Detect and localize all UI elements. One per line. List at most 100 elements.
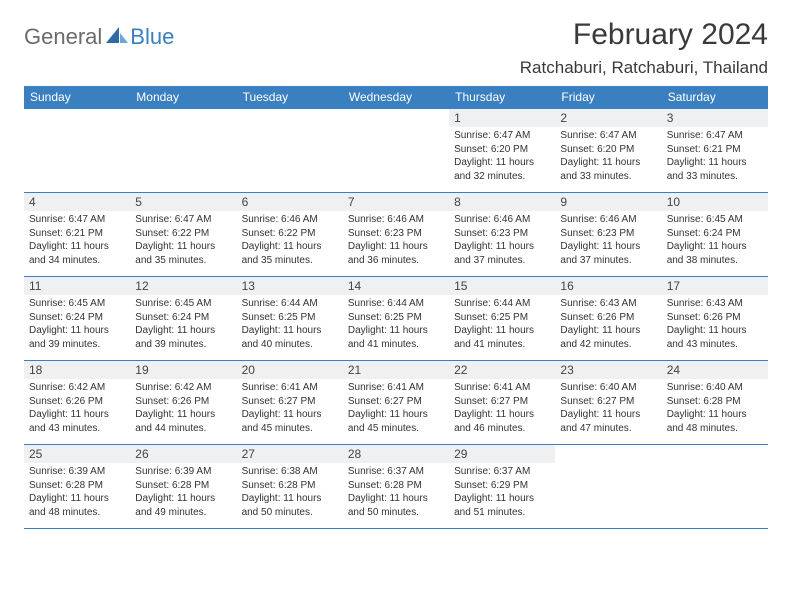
day-details: Sunrise: 6:43 AMSunset: 6:26 PMDaylight:… bbox=[555, 295, 661, 355]
calendar-cell: 9Sunrise: 6:46 AMSunset: 6:23 PMDaylight… bbox=[555, 193, 661, 277]
sunrise-text: Sunrise: 6:45 AM bbox=[667, 213, 763, 227]
sunset-text: Sunset: 6:29 PM bbox=[454, 479, 550, 493]
sunset-text: Sunset: 6:26 PM bbox=[560, 311, 656, 325]
calendar-body: 1Sunrise: 6:47 AMSunset: 6:20 PMDaylight… bbox=[24, 109, 768, 529]
day-details: Sunrise: 6:39 AMSunset: 6:28 PMDaylight:… bbox=[130, 463, 236, 523]
day-details: Sunrise: 6:46 AMSunset: 6:23 PMDaylight:… bbox=[449, 211, 555, 271]
daylight-text: Daylight: 11 hours and 43 minutes. bbox=[29, 408, 125, 435]
sunrise-text: Sunrise: 6:43 AM bbox=[560, 297, 656, 311]
day-details: Sunrise: 6:41 AMSunset: 6:27 PMDaylight:… bbox=[449, 379, 555, 439]
sunset-text: Sunset: 6:22 PM bbox=[135, 227, 231, 241]
day-details: Sunrise: 6:44 AMSunset: 6:25 PMDaylight:… bbox=[237, 295, 343, 355]
sunset-text: Sunset: 6:25 PM bbox=[454, 311, 550, 325]
daylight-text: Daylight: 11 hours and 49 minutes. bbox=[135, 492, 231, 519]
day-number: 2 bbox=[555, 109, 661, 127]
sunset-text: Sunset: 6:27 PM bbox=[560, 395, 656, 409]
sunset-text: Sunset: 6:20 PM bbox=[560, 143, 656, 157]
day-details: Sunrise: 6:40 AMSunset: 6:27 PMDaylight:… bbox=[555, 379, 661, 439]
day-details: Sunrise: 6:46 AMSunset: 6:23 PMDaylight:… bbox=[343, 211, 449, 271]
day-details: Sunrise: 6:41 AMSunset: 6:27 PMDaylight:… bbox=[237, 379, 343, 439]
sunrise-text: Sunrise: 6:46 AM bbox=[348, 213, 444, 227]
calendar-cell: 12Sunrise: 6:45 AMSunset: 6:24 PMDayligh… bbox=[130, 277, 236, 361]
daylight-text: Daylight: 11 hours and 33 minutes. bbox=[667, 156, 763, 183]
sunrise-text: Sunrise: 6:44 AM bbox=[242, 297, 338, 311]
calendar-cell: 17Sunrise: 6:43 AMSunset: 6:26 PMDayligh… bbox=[662, 277, 768, 361]
day-number: 24 bbox=[662, 361, 768, 379]
calendar-cell-empty bbox=[130, 109, 236, 193]
sunset-text: Sunset: 6:28 PM bbox=[667, 395, 763, 409]
weekday-header: Monday bbox=[130, 86, 236, 109]
day-number: 3 bbox=[662, 109, 768, 127]
sunset-text: Sunset: 6:23 PM bbox=[454, 227, 550, 241]
daylight-text: Daylight: 11 hours and 45 minutes. bbox=[348, 408, 444, 435]
daylight-text: Daylight: 11 hours and 44 minutes. bbox=[135, 408, 231, 435]
daylight-text: Daylight: 11 hours and 50 minutes. bbox=[348, 492, 444, 519]
location-text: Ratchaburi, Ratchaburi, Thailand bbox=[520, 58, 768, 78]
day-number: 18 bbox=[24, 361, 130, 379]
sunrise-text: Sunrise: 6:46 AM bbox=[560, 213, 656, 227]
sunrise-text: Sunrise: 6:47 AM bbox=[135, 213, 231, 227]
sunrise-text: Sunrise: 6:44 AM bbox=[454, 297, 550, 311]
daylight-text: Daylight: 11 hours and 42 minutes. bbox=[560, 324, 656, 351]
daylight-text: Daylight: 11 hours and 41 minutes. bbox=[454, 324, 550, 351]
sunrise-text: Sunrise: 6:45 AM bbox=[135, 297, 231, 311]
sunset-text: Sunset: 6:24 PM bbox=[29, 311, 125, 325]
daylight-text: Daylight: 11 hours and 32 minutes. bbox=[454, 156, 550, 183]
day-number: 8 bbox=[449, 193, 555, 211]
day-details: Sunrise: 6:47 AMSunset: 6:21 PMDaylight:… bbox=[662, 127, 768, 187]
daylight-text: Daylight: 11 hours and 50 minutes. bbox=[242, 492, 338, 519]
day-number: 21 bbox=[343, 361, 449, 379]
day-details: Sunrise: 6:42 AMSunset: 6:26 PMDaylight:… bbox=[24, 379, 130, 439]
day-number: 13 bbox=[237, 277, 343, 295]
day-details: Sunrise: 6:42 AMSunset: 6:26 PMDaylight:… bbox=[130, 379, 236, 439]
calendar-cell-empty bbox=[24, 109, 130, 193]
sunrise-text: Sunrise: 6:38 AM bbox=[242, 465, 338, 479]
day-details: Sunrise: 6:47 AMSunset: 6:22 PMDaylight:… bbox=[130, 211, 236, 271]
logo-sail-icon bbox=[106, 25, 128, 50]
sunset-text: Sunset: 6:23 PM bbox=[560, 227, 656, 241]
day-number: 9 bbox=[555, 193, 661, 211]
day-details: Sunrise: 6:47 AMSunset: 6:20 PMDaylight:… bbox=[449, 127, 555, 187]
day-number: 22 bbox=[449, 361, 555, 379]
daylight-text: Daylight: 11 hours and 51 minutes. bbox=[454, 492, 550, 519]
calendar-cell: 13Sunrise: 6:44 AMSunset: 6:25 PMDayligh… bbox=[237, 277, 343, 361]
sunrise-text: Sunrise: 6:47 AM bbox=[560, 129, 656, 143]
daylight-text: Daylight: 11 hours and 37 minutes. bbox=[454, 240, 550, 267]
daylight-text: Daylight: 11 hours and 47 minutes. bbox=[560, 408, 656, 435]
sunset-text: Sunset: 6:28 PM bbox=[29, 479, 125, 493]
day-number: 26 bbox=[130, 445, 236, 463]
logo-text-blue: Blue bbox=[130, 24, 174, 50]
calendar-cell-empty bbox=[555, 445, 661, 529]
calendar-table: SundayMondayTuesdayWednesdayThursdayFrid… bbox=[24, 86, 768, 529]
calendar-cell: 6Sunrise: 6:46 AMSunset: 6:22 PMDaylight… bbox=[237, 193, 343, 277]
sunset-text: Sunset: 6:21 PM bbox=[667, 143, 763, 157]
sunrise-text: Sunrise: 6:42 AM bbox=[29, 381, 125, 395]
day-number: 5 bbox=[130, 193, 236, 211]
calendar-cell: 26Sunrise: 6:39 AMSunset: 6:28 PMDayligh… bbox=[130, 445, 236, 529]
sunrise-text: Sunrise: 6:43 AM bbox=[667, 297, 763, 311]
calendar-cell: 28Sunrise: 6:37 AMSunset: 6:28 PMDayligh… bbox=[343, 445, 449, 529]
calendar-cell: 24Sunrise: 6:40 AMSunset: 6:28 PMDayligh… bbox=[662, 361, 768, 445]
day-details: Sunrise: 6:41 AMSunset: 6:27 PMDaylight:… bbox=[343, 379, 449, 439]
sunset-text: Sunset: 6:27 PM bbox=[348, 395, 444, 409]
daylight-text: Daylight: 11 hours and 39 minutes. bbox=[135, 324, 231, 351]
day-number: 4 bbox=[24, 193, 130, 211]
weekday-header-row: SundayMondayTuesdayWednesdayThursdayFrid… bbox=[24, 86, 768, 109]
daylight-text: Daylight: 11 hours and 38 minutes. bbox=[667, 240, 763, 267]
calendar-row: 18Sunrise: 6:42 AMSunset: 6:26 PMDayligh… bbox=[24, 361, 768, 445]
calendar-cell: 2Sunrise: 6:47 AMSunset: 6:20 PMDaylight… bbox=[555, 109, 661, 193]
sunset-text: Sunset: 6:24 PM bbox=[135, 311, 231, 325]
calendar-cell: 4Sunrise: 6:47 AMSunset: 6:21 PMDaylight… bbox=[24, 193, 130, 277]
weekday-header: Sunday bbox=[24, 86, 130, 109]
day-details: Sunrise: 6:37 AMSunset: 6:29 PMDaylight:… bbox=[449, 463, 555, 523]
calendar-cell: 3Sunrise: 6:47 AMSunset: 6:21 PMDaylight… bbox=[662, 109, 768, 193]
day-details: Sunrise: 6:40 AMSunset: 6:28 PMDaylight:… bbox=[662, 379, 768, 439]
logo-text-general: General bbox=[24, 24, 102, 50]
day-details: Sunrise: 6:44 AMSunset: 6:25 PMDaylight:… bbox=[343, 295, 449, 355]
daylight-text: Daylight: 11 hours and 40 minutes. bbox=[242, 324, 338, 351]
day-details: Sunrise: 6:44 AMSunset: 6:25 PMDaylight:… bbox=[449, 295, 555, 355]
daylight-text: Daylight: 11 hours and 46 minutes. bbox=[454, 408, 550, 435]
daylight-text: Daylight: 11 hours and 41 minutes. bbox=[348, 324, 444, 351]
sunrise-text: Sunrise: 6:40 AM bbox=[560, 381, 656, 395]
calendar-cell: 27Sunrise: 6:38 AMSunset: 6:28 PMDayligh… bbox=[237, 445, 343, 529]
